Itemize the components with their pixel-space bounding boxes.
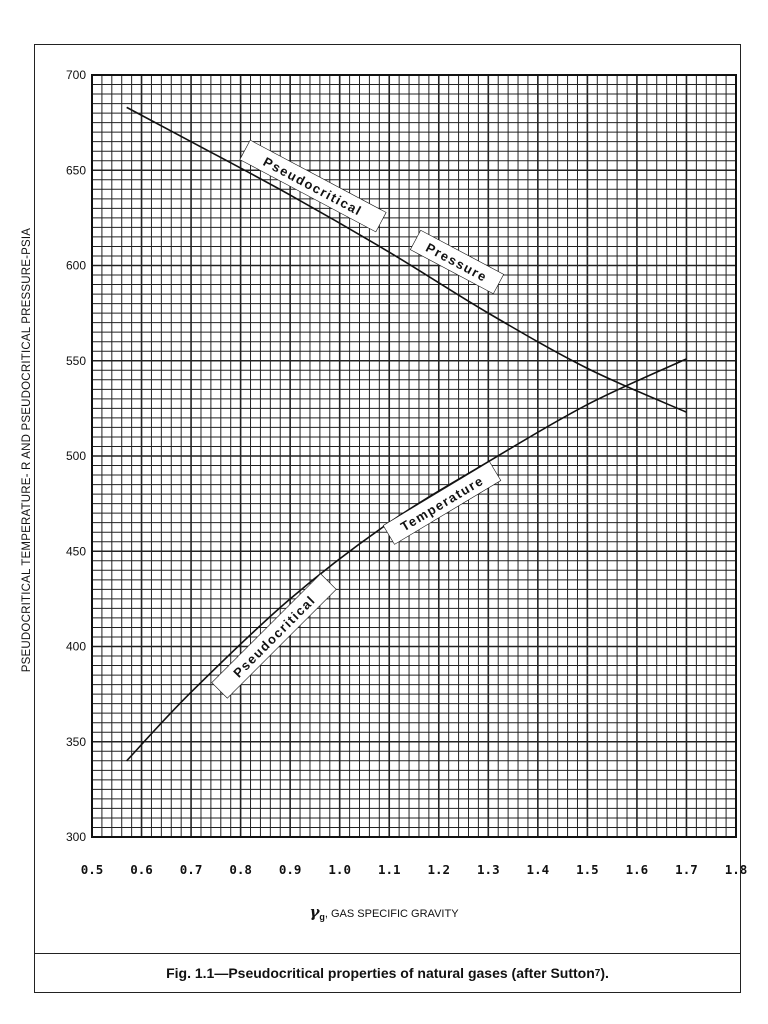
curve-label-box [382,461,502,545]
x-tick-label: 0.5 [81,862,104,877]
caption-reference: 7 [594,967,601,979]
y-tick-label: 550 [66,354,86,368]
caption-text: Fig. 1.1—Pseudocritical properties of na… [166,965,595,981]
y-tick-label: 700 [66,68,86,82]
y-tick-label: 500 [66,449,86,463]
curve-label-box [239,139,387,233]
x-tick-label: 1.4 [527,862,550,877]
x-tick-label: 1.7 [675,862,698,877]
curve-label-box [211,573,337,699]
y-tick-label: 400 [66,640,86,654]
x-axis-symbol: γ [309,903,320,921]
caption-end: ). [600,965,609,981]
x-tick-label: 0.7 [180,862,203,877]
curve-label-text: Pseudocritical [230,592,318,680]
x-tick-label: 1.5 [576,862,599,877]
chart-axes [91,74,737,838]
figure-caption: Fig. 1.1—Pseudocritical properties of na… [34,955,741,991]
x-axis-label: γg, GAS SPECIFIC GRAVITY [0,903,768,922]
x-tick-label: 1.0 [328,862,351,877]
x-tick-label: 1.8 [725,862,748,877]
x-tick-label: 0.9 [279,862,302,877]
plot-border [91,74,737,838]
chart-grid [91,74,737,838]
figure-frame [34,44,741,993]
chart-ticks: 0.5 0.6 0.7 0.8 0.9 1.0 1.1 1.2 1.3 1.4 1.5 1.6 1.7 1… [66,68,747,877]
pressure-curve [126,106,687,413]
y-tick-label: 300 [66,830,86,844]
y-tick-label: 350 [66,735,86,749]
y-tick-label: 600 [66,259,86,273]
x-tick-label: 1.3 [477,862,500,877]
x-tick-label: 0.6 [130,862,153,877]
x-axis-symbol-subscript: g [319,912,325,923]
x-tick-label: 1.2 [427,862,450,877]
y-axis-label-text: PSEUDOCRITICAL TEMPERATURE- R AND PSEUDO… [21,227,33,673]
curve-label-box [409,229,505,295]
y-tick-label: 450 [66,544,86,558]
x-tick-label: 1.6 [626,862,649,877]
y-tick-label: 650 [66,163,86,177]
x-tick-label: 0.8 [229,862,252,877]
chart-annotations: PseudocriticalPressurePseudocriticalTemp… [211,139,505,699]
x-tick-label: 1.1 [378,862,401,877]
x-axis-label-text: , GAS SPECIFIC GRAVITY [324,908,459,920]
caption-divider [34,953,741,954]
